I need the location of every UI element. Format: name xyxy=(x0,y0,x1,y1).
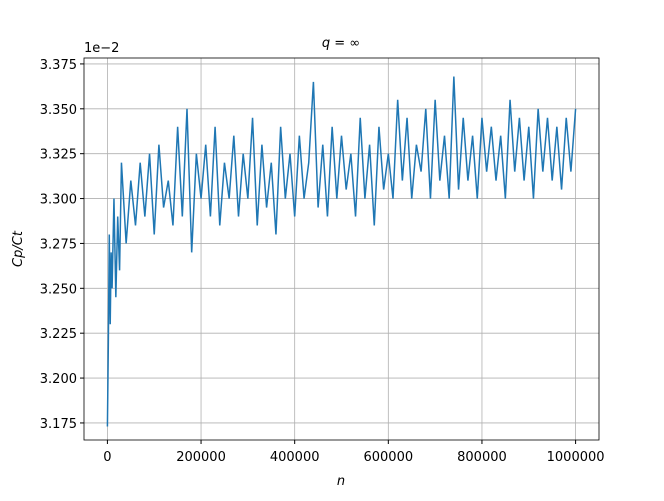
y-tick-label: 3.350 xyxy=(40,103,77,118)
x-tick-label: 800000 xyxy=(457,450,507,465)
y-tick-label: 3.275 xyxy=(40,237,77,252)
y-tick-label: 3.175 xyxy=(40,417,77,432)
x-tick-label: 200000 xyxy=(176,450,226,465)
y-axis-label: Cp/Ct xyxy=(11,230,26,267)
y-tick-label: 3.225 xyxy=(40,327,77,342)
x-tick-label: 0 xyxy=(103,450,111,465)
data-line xyxy=(106,76,577,427)
y-tick-label: 3.375 xyxy=(40,58,77,73)
y-tick-label: 3.250 xyxy=(40,282,77,297)
x-tick-label: 600000 xyxy=(363,450,413,465)
y-tick-label: 3.325 xyxy=(40,148,77,163)
y-tick-label: 3.200 xyxy=(40,372,77,387)
chart-title: q = ∞ xyxy=(322,36,360,51)
x-tick-label: 400000 xyxy=(270,450,320,465)
x-tick-label: 1000000 xyxy=(547,450,605,465)
x-axis-label: n xyxy=(337,474,345,489)
y-offset-label: 1e−2 xyxy=(84,41,119,56)
y-tick-label: 3.300 xyxy=(40,193,77,208)
plot-frame xyxy=(83,57,600,441)
